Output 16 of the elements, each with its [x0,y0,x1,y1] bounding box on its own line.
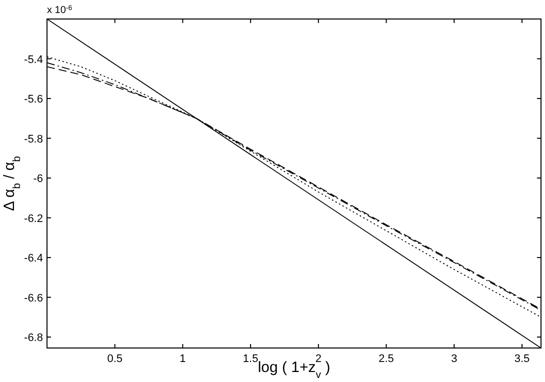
y-tick-label: -6.4 [24,252,43,265]
y-tick-label: -5.4 [24,54,43,66]
x-tick-label: 3 [451,353,458,365]
x-tick-label: 3.5 [514,353,530,365]
x-tick-label: 1.5 [242,353,258,365]
y-tick-label: -5.8 [24,133,43,146]
x-tick-label: 2.5 [378,353,394,365]
y-tick-label: -6 [33,173,43,186]
x-tick-label: 2 [315,353,322,365]
y-tick-label: -6.2 [24,212,43,225]
x-tick-label: 1 [180,353,186,365]
y-tick-label: -6.8 [24,332,43,344]
text: x 10$^{-6}$ [47,4,72,16]
y-tick-label: -6.6 [24,292,43,304]
x-tick-label: 0.5 [107,353,123,365]
y-tick-label: -5.6 [24,94,43,106]
